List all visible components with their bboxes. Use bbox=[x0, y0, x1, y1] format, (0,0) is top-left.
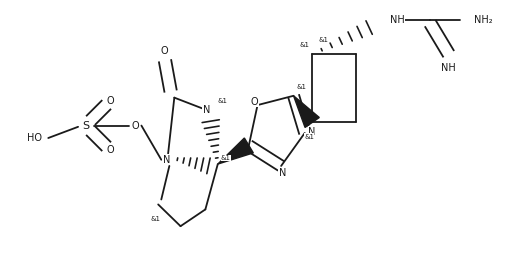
Text: O: O bbox=[250, 97, 258, 107]
Text: O: O bbox=[107, 96, 114, 106]
Text: S: S bbox=[82, 121, 89, 131]
Text: N: N bbox=[309, 127, 316, 137]
Text: HO: HO bbox=[27, 133, 42, 143]
Text: &1: &1 bbox=[221, 155, 231, 161]
Polygon shape bbox=[218, 138, 253, 164]
Text: N: N bbox=[279, 168, 286, 178]
Text: O: O bbox=[161, 46, 168, 56]
Text: &1: &1 bbox=[318, 37, 328, 43]
Text: &1: &1 bbox=[218, 98, 228, 104]
Text: &1: &1 bbox=[150, 216, 160, 222]
Text: &1: &1 bbox=[304, 134, 314, 140]
Text: &1: &1 bbox=[297, 84, 307, 90]
Text: NH: NH bbox=[442, 63, 456, 73]
Text: NH: NH bbox=[390, 15, 405, 25]
Text: &1: &1 bbox=[299, 42, 309, 48]
Text: N: N bbox=[163, 155, 170, 165]
Text: O: O bbox=[131, 121, 139, 131]
Text: O: O bbox=[107, 145, 114, 155]
Polygon shape bbox=[293, 96, 319, 128]
Text: NH₂: NH₂ bbox=[474, 15, 492, 25]
Text: N: N bbox=[203, 105, 211, 115]
